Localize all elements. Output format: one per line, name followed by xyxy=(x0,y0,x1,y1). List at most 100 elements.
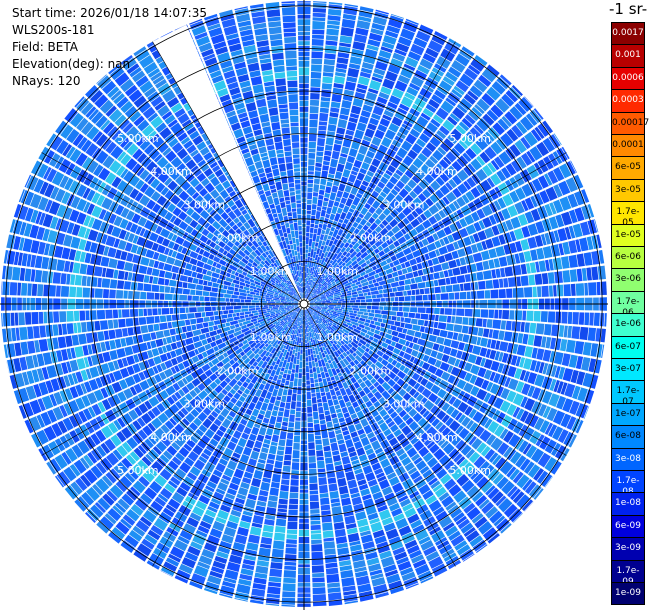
range-gate xyxy=(340,27,354,37)
range-gate xyxy=(594,219,599,233)
range-gate xyxy=(204,428,215,439)
range-gate xyxy=(351,553,365,562)
range-gate xyxy=(30,254,37,268)
range-gate xyxy=(431,94,443,105)
range-gate xyxy=(31,160,43,176)
range-gate xyxy=(181,261,187,269)
range-gate xyxy=(41,395,54,410)
range-gate xyxy=(305,294,307,299)
range-gate xyxy=(331,502,341,507)
range-gate xyxy=(306,322,309,329)
range-gate xyxy=(229,320,239,326)
range-gate xyxy=(415,295,423,301)
range-gate xyxy=(294,305,299,307)
range-gate xyxy=(260,402,269,412)
range-gate xyxy=(483,358,493,370)
range-gate xyxy=(287,369,292,375)
range-gate xyxy=(424,347,433,356)
range-gate xyxy=(374,273,380,279)
range-gate xyxy=(499,460,514,475)
range-gate xyxy=(190,435,199,444)
range-gate xyxy=(271,548,284,558)
range-gate xyxy=(291,306,299,310)
range-gate xyxy=(17,282,22,296)
range-gate xyxy=(568,354,578,368)
range-gate xyxy=(178,389,186,397)
range-gate xyxy=(2,312,11,327)
range-gate xyxy=(255,462,265,472)
range-gate xyxy=(449,113,461,123)
range-gate xyxy=(516,408,525,420)
range-gate xyxy=(307,269,311,276)
range-gate xyxy=(312,192,319,197)
range-gate xyxy=(552,410,566,425)
range-gate xyxy=(311,397,317,404)
range-gate xyxy=(230,274,236,280)
range-gate xyxy=(228,264,238,272)
range-gate xyxy=(315,319,319,324)
range-gate xyxy=(225,276,234,283)
range-gate xyxy=(378,479,390,490)
range-gate xyxy=(459,291,467,300)
range-gate xyxy=(533,310,541,322)
range-gate xyxy=(393,375,400,383)
range-gate xyxy=(319,318,323,321)
range-gate xyxy=(50,186,60,200)
range-gate xyxy=(369,230,378,239)
range-gate xyxy=(321,240,326,246)
range-gate xyxy=(269,415,277,425)
range-gate xyxy=(386,329,393,335)
range-gate xyxy=(435,510,449,522)
range-gate xyxy=(260,481,270,492)
range-gate xyxy=(210,266,217,272)
range-gate xyxy=(450,366,461,377)
range-gate xyxy=(472,233,480,243)
range-gate xyxy=(316,276,323,284)
range-gate xyxy=(462,317,469,325)
range-gate xyxy=(231,270,236,275)
range-gate xyxy=(337,52,350,59)
range-gate xyxy=(346,292,352,296)
range-gate xyxy=(389,15,404,23)
range-gate xyxy=(185,343,196,352)
range-gate xyxy=(476,98,490,112)
range-gate xyxy=(402,155,414,167)
range-gate xyxy=(560,256,570,269)
range-gate xyxy=(289,311,293,315)
range-gate xyxy=(461,194,470,204)
range-gate xyxy=(324,271,328,276)
range-gate xyxy=(320,359,326,367)
range-gate xyxy=(427,364,438,375)
range-gate xyxy=(381,365,391,375)
range-gate xyxy=(191,265,197,272)
range-gate xyxy=(66,323,74,335)
range-gate xyxy=(373,248,380,254)
range-gate xyxy=(279,298,287,301)
range-gate xyxy=(321,429,329,439)
range-gate xyxy=(224,569,239,581)
range-gate xyxy=(270,347,277,354)
range-gate xyxy=(454,358,461,367)
range-gate xyxy=(547,272,555,284)
range-gate xyxy=(370,409,380,418)
range-gate xyxy=(133,291,140,300)
range-gate xyxy=(475,262,484,272)
range-gate xyxy=(14,342,22,357)
range-gate xyxy=(360,299,366,303)
range-gate xyxy=(335,408,342,414)
range-gate xyxy=(267,339,273,345)
range-gate xyxy=(214,371,221,377)
range-gate xyxy=(368,206,376,214)
range-gate xyxy=(178,563,194,575)
range-gate xyxy=(333,340,338,345)
range-gate xyxy=(379,306,384,310)
range-gate xyxy=(337,547,350,556)
range-gate xyxy=(451,435,462,447)
range-gate xyxy=(445,501,457,511)
range-gate xyxy=(419,407,427,416)
range-gate xyxy=(304,278,306,282)
range-gate xyxy=(315,299,323,302)
range-gate xyxy=(370,143,379,150)
range-gate xyxy=(261,531,273,538)
range-gate xyxy=(407,290,412,296)
